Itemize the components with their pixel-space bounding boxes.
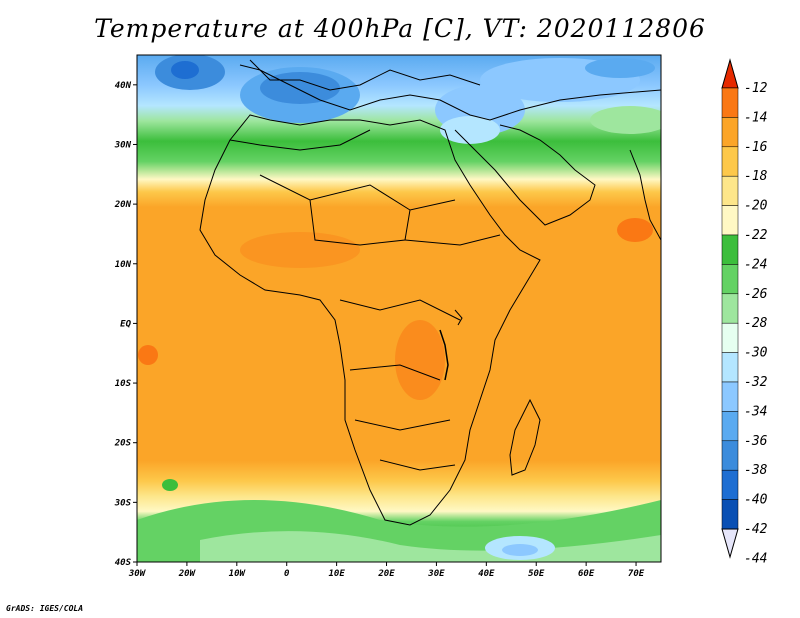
- colorbar-swatch: [722, 500, 738, 529]
- colorbar-label: -22: [744, 228, 768, 243]
- colorbar-label: -36: [744, 434, 768, 449]
- colorbar-label: -20: [744, 199, 768, 214]
- colorbar-label: -34: [744, 404, 767, 419]
- colorbar-swatch: [722, 147, 738, 176]
- colorbar-label: -30: [744, 346, 768, 361]
- colorbar-bottom-arrow: [722, 529, 738, 557]
- colorbar-swatch: [722, 235, 738, 264]
- colorbar-swatch: [722, 264, 738, 293]
- colorbar-swatch: [722, 411, 738, 440]
- colorbar-swatch: [722, 441, 738, 470]
- colorbar-swatch: [722, 206, 738, 235]
- grads-credit: GrADS: IGES/COLA: [6, 604, 83, 613]
- colorbar-swatch: [722, 117, 738, 146]
- colorbar-label: -24: [744, 257, 767, 272]
- colorbar-top-arrow: [722, 60, 738, 88]
- colorbar-label: -14: [744, 110, 767, 125]
- colorbar-swatch: [722, 88, 738, 117]
- colorbar-label: -18: [744, 169, 768, 184]
- colorbar-label: -16: [744, 140, 768, 155]
- colorbar-label: -32: [744, 375, 768, 390]
- colorbar-label: -42: [744, 522, 768, 537]
- colorbar-swatch: [722, 176, 738, 205]
- colorbar-swatch: [722, 323, 738, 352]
- colorbar-label: -28: [744, 316, 768, 331]
- colorbar-swatch: [722, 382, 738, 411]
- colorbar-swatch: [722, 470, 738, 499]
- colorbar-swatch: [722, 294, 738, 323]
- colorbar-label: -26: [744, 287, 768, 302]
- colorbar-label: -12: [744, 81, 768, 96]
- colorbar-label: -38: [744, 463, 768, 478]
- colorbar-label: -40: [744, 493, 768, 508]
- colorbar-label: -44: [744, 551, 767, 566]
- colorbar-swatch: [722, 353, 738, 382]
